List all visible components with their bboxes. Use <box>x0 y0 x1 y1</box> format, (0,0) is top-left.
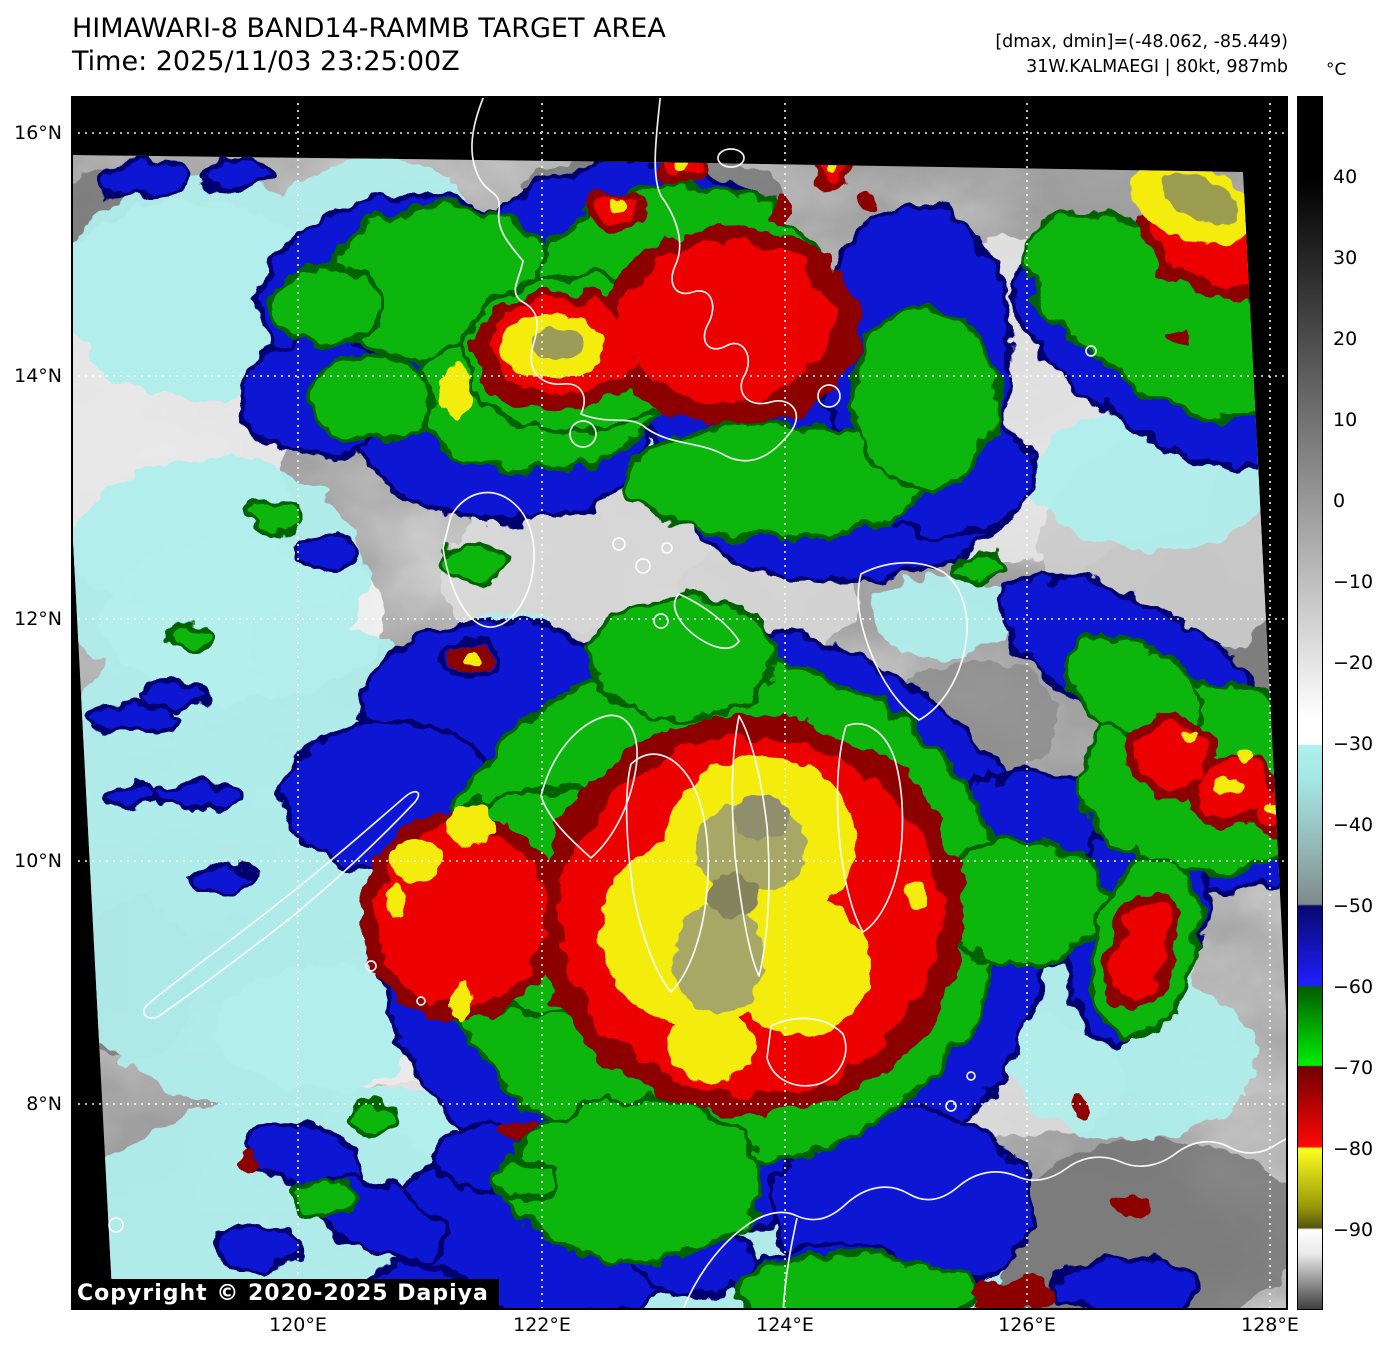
coast-negros <box>625 753 710 993</box>
lon-label-120e: 120°E <box>269 1314 327 1336</box>
lat-label-10n: 10°N <box>14 850 62 872</box>
coast-panay <box>540 714 638 859</box>
colorbar-tick: −20 <box>1333 652 1374 674</box>
page-title: HIMAWARI-8 BAND14-RAMMB TARGET AREA <box>72 13 666 44</box>
coast-masbate <box>673 593 740 650</box>
khaki-tier <box>531 171 1239 1014</box>
colorbar-tick: −60 <box>1333 976 1374 998</box>
colorbar-unit: °C <box>1326 60 1347 80</box>
ir-cloud-imagery <box>72 155 1288 1310</box>
coast-leyte <box>836 722 904 933</box>
copyright-text: Copyright © 2020-2025 Dapiya <box>77 1281 489 1306</box>
colorbar-tick: 10 <box>1333 409 1358 431</box>
header: HIMAWARI-8 BAND14-RAMMB TARGET AREA Time… <box>72 12 666 78</box>
timestamp: Time: 2025/11/03 23:25:00Z <box>72 46 460 77</box>
storm-info: 31W.KALMAEGI | 80kt, 987mb <box>1026 57 1288 77</box>
coast-palawan <box>142 790 420 1019</box>
coast-mindanao <box>681 1136 1288 1310</box>
colorbar-tick: 40 <box>1333 166 1358 188</box>
colorbar-tick: −50 <box>1333 895 1374 917</box>
colorbar-tick: −70 <box>1333 1057 1374 1079</box>
colorbar-tick: −80 <box>1333 1138 1374 1160</box>
lat-label-12n: 12°N <box>14 608 62 630</box>
coast-zamboanga <box>782 1217 798 1310</box>
lon-label-122e: 122°E <box>513 1314 571 1336</box>
colorbar-tick: 0 <box>1333 490 1346 512</box>
map-frame <box>71 96 1288 1310</box>
colorbar-tick: −30 <box>1333 733 1374 755</box>
colorbar <box>1297 96 1323 1310</box>
dmax-dmin-readout: [dmax, dmin]=(-48.062, -85.449) <box>995 32 1288 52</box>
colorbar-tick: 30 <box>1333 247 1358 269</box>
coast-mindoro <box>442 491 535 628</box>
coast-catanduanes <box>817 384 841 408</box>
coast-bohol <box>766 1017 847 1087</box>
coast-cebu <box>731 715 770 977</box>
satellite-map: Copyright © 2020-2025 Dapiya <box>71 96 1288 1310</box>
coastlines <box>108 96 1288 1310</box>
colorbar-tick: 20 <box>1333 328 1358 350</box>
coast-polillo <box>717 148 745 168</box>
lat-label-8n: 8°N <box>26 1093 62 1115</box>
coast-luzon <box>471 96 798 462</box>
coast-marinduque <box>569 420 597 448</box>
colorbar-tick: −90 <box>1333 1219 1374 1241</box>
lon-label-126e: 126°E <box>998 1314 1056 1336</box>
ir-imagery-canvas <box>71 96 1288 1310</box>
lon-label-124e: 124°E <box>756 1314 814 1336</box>
lat-label-16n: 16°N <box>14 122 62 144</box>
lat-label-14n: 14°N <box>14 365 62 387</box>
copyright-badge: Copyright © 2020-2025 Dapiya <box>71 1279 499 1309</box>
annotations: [dmax, dmin]=(-48.062, -85.449) 31W.KALM… <box>995 30 1288 80</box>
colorbar-tick: −40 <box>1333 814 1374 836</box>
coast-samar <box>857 562 968 721</box>
lon-label-128e: 128°E <box>1241 1314 1299 1336</box>
colorbar-tick: −10 <box>1333 571 1374 593</box>
